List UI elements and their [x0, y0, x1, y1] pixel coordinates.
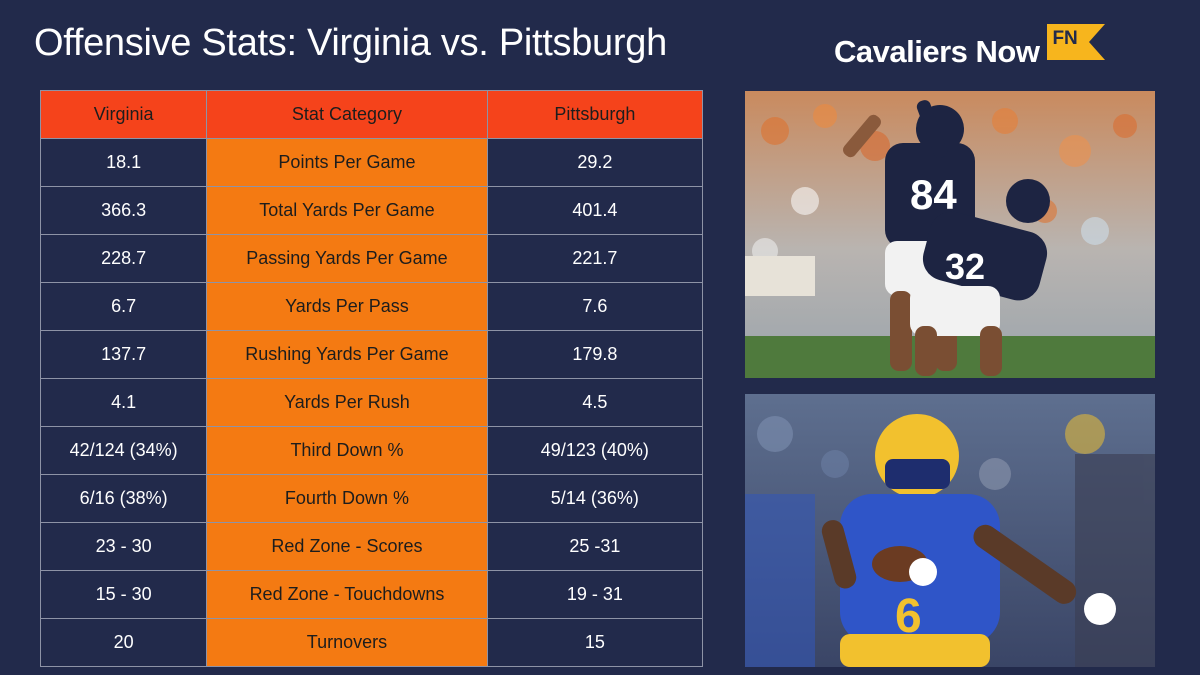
pittsburgh-value: 179.8 — [486, 330, 704, 379]
pittsburgh-value: 19 - 31 — [486, 570, 704, 619]
table-row: 15 - 30 Red Zone - Touchdowns 19 - 31 — [39, 570, 704, 619]
page-title: Offensive Stats: Virginia vs. Pittsburgh — [34, 22, 667, 64]
brand-logo: Cavaliers Now FN — [834, 22, 1107, 72]
pittsburgh-value: 221.7 — [486, 234, 704, 283]
header-virginia: Virginia — [39, 90, 208, 139]
stat-category: Red Zone - Scores — [206, 522, 488, 571]
table-row: 20 Turnovers 15 — [39, 618, 704, 667]
brand-name: Cavaliers Now — [834, 34, 1040, 69]
stat-category: Total Yards Per Game — [206, 186, 488, 235]
table-row: 23 - 30 Red Zone - Scores 25 -31 — [39, 522, 704, 571]
jersey-number-6: 6 — [895, 590, 922, 643]
brand-badge-icon: FN — [1047, 22, 1107, 62]
virginia-value: 15 - 30 — [39, 570, 208, 619]
table-row: 366.3 Total Yards Per Game 401.4 — [39, 186, 704, 235]
pittsburgh-value: 401.4 — [486, 186, 704, 235]
stat-category: Turnovers — [206, 618, 488, 667]
table-row: 6.7 Yards Per Pass 7.6 — [39, 282, 704, 331]
virginia-value: 137.7 — [39, 330, 208, 379]
table-row: 42/124 (34%) Third Down % 49/123 (40%) — [39, 426, 704, 475]
virginia-value: 4.1 — [39, 378, 208, 427]
stat-category: Passing Yards Per Game — [206, 234, 488, 283]
virginia-players-photo: 84 32 — [745, 91, 1155, 378]
stat-category: Red Zone - Touchdowns — [206, 570, 488, 619]
virginia-value: 20 — [39, 618, 208, 667]
header-pittsburgh: Pittsburgh — [486, 90, 704, 139]
table-row: 18.1 Points Per Game 29.2 — [39, 138, 704, 187]
jersey-number-84: 84 — [910, 171, 957, 218]
table-row: 4.1 Yards Per Rush 4.5 — [39, 378, 704, 427]
virginia-value: 42/124 (34%) — [39, 426, 208, 475]
stat-category: Points Per Game — [206, 138, 488, 187]
stats-table: Virginia Stat Category Pittsburgh 18.1 Po… — [39, 90, 704, 667]
table-row: 228.7 Passing Yards Per Game 221.7 — [39, 234, 704, 283]
table-header-row: Virginia Stat Category Pittsburgh — [39, 90, 704, 139]
virginia-value: 228.7 — [39, 234, 208, 283]
pittsburgh-value: 25 -31 — [486, 522, 704, 571]
virginia-value: 6/16 (38%) — [39, 474, 208, 523]
pittsburgh-value: 15 — [486, 618, 704, 667]
pittsburgh-player-photo: 6 — [745, 394, 1155, 667]
pittsburgh-value: 5/14 (36%) — [486, 474, 704, 523]
jersey-number-32: 32 — [945, 246, 985, 287]
pittsburgh-value: 4.5 — [486, 378, 704, 427]
stat-category: Rushing Yards Per Game — [206, 330, 488, 379]
brand-badge-text: FN — [1052, 28, 1078, 49]
virginia-value: 366.3 — [39, 186, 208, 235]
table-row: 6/16 (38%) Fourth Down % 5/14 (36%) — [39, 474, 704, 523]
table-row: 137.7 Rushing Yards Per Game 179.8 — [39, 330, 704, 379]
pittsburgh-value: 49/123 (40%) — [486, 426, 704, 475]
stat-category: Fourth Down % — [206, 474, 488, 523]
stat-category: Third Down % — [206, 426, 488, 475]
stat-category: Yards Per Pass — [206, 282, 488, 331]
virginia-value: 18.1 — [39, 138, 208, 187]
stat-category: Yards Per Rush — [206, 378, 488, 427]
pittsburgh-value: 7.6 — [486, 282, 704, 331]
virginia-value: 23 - 30 — [39, 522, 208, 571]
virginia-value: 6.7 — [39, 282, 208, 331]
pittsburgh-value: 29.2 — [486, 138, 704, 187]
header-stat-category: Stat Category — [206, 90, 488, 139]
